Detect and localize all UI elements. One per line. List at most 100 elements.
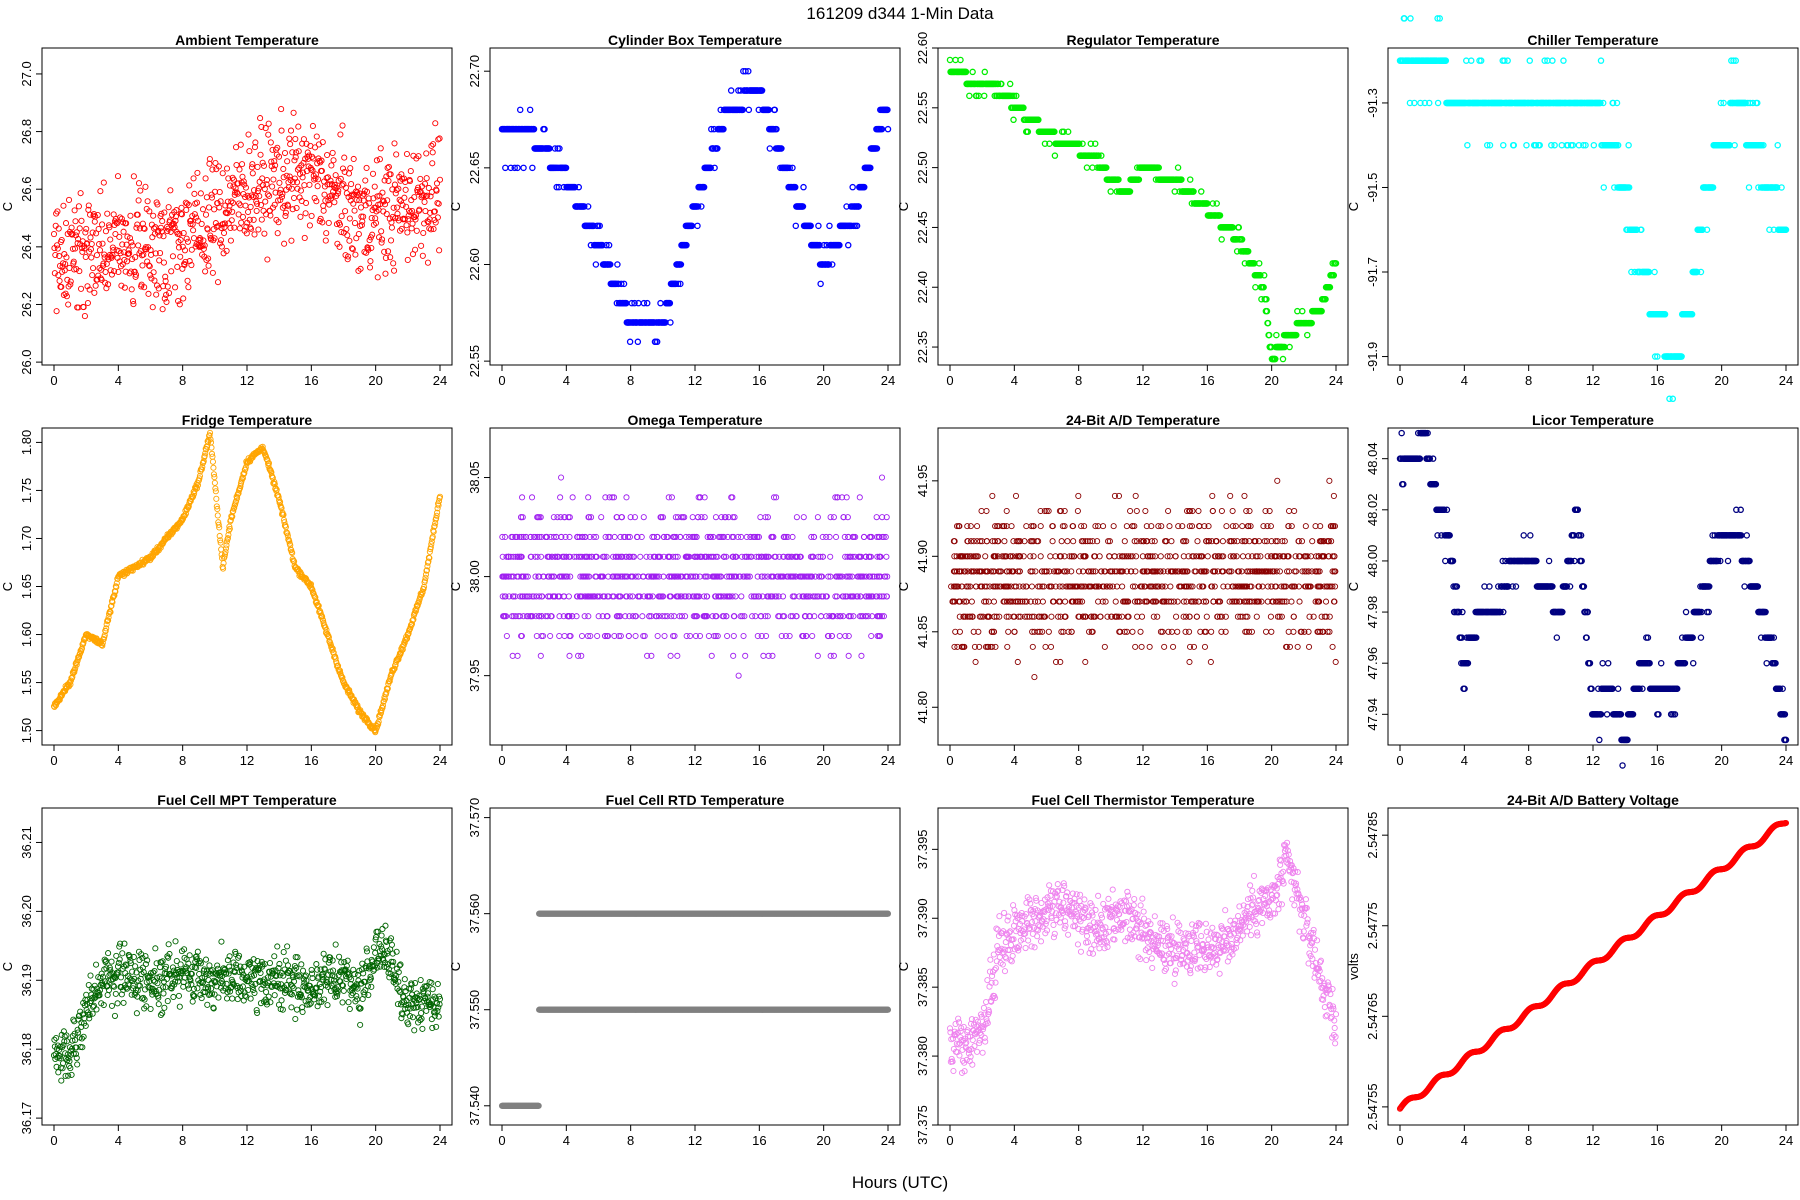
figure-x-axis-label: Hours (UTC) [852,1173,948,1192]
data-point [247,203,254,210]
data-point [1252,283,1259,291]
data-point [516,106,524,114]
data-point [184,200,191,207]
data-point [392,190,399,197]
data-point [72,218,79,225]
data-point [99,240,106,247]
data-point [302,210,309,217]
data-point [363,188,371,195]
x-tick-label: 4 [115,753,122,768]
data-point [330,157,337,164]
x-tick-label: 20 [816,373,830,388]
data-point [225,175,232,182]
data-point [363,164,370,172]
data-point [382,270,389,277]
x-tick-label: 24 [881,373,895,388]
data-point [54,208,61,215]
data-point [142,183,149,190]
data-point [102,279,109,286]
data-point [76,268,83,275]
data-point [366,264,374,271]
data-point [146,208,153,215]
data-point [89,229,96,236]
data-point [381,248,388,255]
data-point [403,203,410,210]
data-point [279,190,286,198]
data-point [162,273,169,280]
data-point [227,224,234,231]
data-point [418,242,425,249]
data-point [134,211,141,218]
data-point [108,254,115,261]
data-point [814,652,821,659]
data-point [215,163,222,170]
data-point [335,187,342,194]
data-point [625,632,632,640]
data-point [197,236,204,243]
data-point [241,181,248,188]
data-point [412,216,419,223]
panel-title: Ambient Temperature [175,32,319,48]
data-point [260,207,267,214]
data-point [338,213,345,220]
data-point [106,224,113,231]
data-point [384,164,391,171]
data-point [321,178,328,185]
data-point [342,208,349,215]
y-tick-label: 22.60 [915,32,930,65]
data-point [111,268,118,275]
data-point [309,167,316,174]
data-point [149,304,156,311]
data-point [139,220,146,227]
data-point [114,173,122,180]
data-point [740,632,747,640]
data-point [238,219,245,226]
data-point [147,272,154,279]
data-point [240,178,247,185]
data-point [760,652,767,659]
data-point [264,256,271,263]
data-point [730,652,737,659]
data-point [191,211,198,218]
data-point [393,151,400,158]
data-point [614,261,621,268]
data-point [93,252,100,259]
data-point [104,210,111,217]
data-point [164,283,171,290]
data-point [83,225,90,232]
data-point [724,632,731,640]
y-tick-label: 1.55 [19,670,34,695]
data-point [123,220,130,227]
data-point [75,203,82,210]
data-point [54,245,61,252]
data-point [177,253,184,260]
data-point [394,204,401,211]
data-point [800,514,807,521]
data-point [193,214,200,221]
data-point [705,632,712,640]
data-point [193,199,201,206]
data-point [239,161,246,168]
data-point [694,514,702,521]
data-point [88,254,95,261]
data-point [76,225,83,232]
data-point [757,514,764,521]
data-point [109,244,116,251]
x-tick-label: 4 [563,753,570,768]
data-point [433,180,441,187]
data-point [194,169,201,176]
data-point [374,274,381,281]
data-point [404,256,411,264]
data-point [304,149,311,156]
data-point [229,199,237,206]
data-point [174,263,181,270]
data-point [430,225,437,233]
y-tick-label: -91.3 [1365,88,1380,118]
data-point [378,239,385,246]
data-point [254,200,261,207]
y-tick-label: 1.80 [19,430,34,455]
data-point [121,284,128,291]
y-tick-label: 1.70 [19,526,34,551]
data-point [569,494,576,501]
